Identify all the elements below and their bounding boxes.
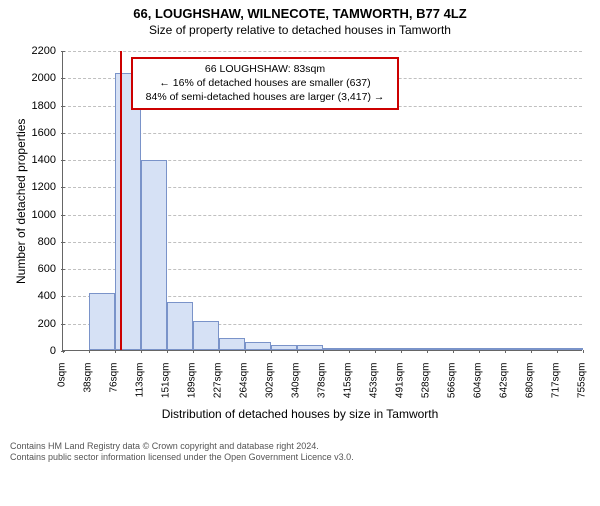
histogram-bar (427, 348, 453, 350)
y-tick-label: 400 (0, 290, 56, 302)
grid-line (63, 51, 582, 52)
histogram-bar (557, 348, 583, 350)
histogram-bar (219, 338, 244, 350)
x-tick-label: 264sqm (238, 363, 249, 413)
histogram-bar (245, 342, 271, 350)
x-tick-label: 491sqm (395, 363, 406, 413)
x-tick-label: 680sqm (525, 363, 536, 413)
grid-line (63, 133, 582, 134)
x-tick-label: 528sqm (420, 363, 431, 413)
footer-attribution: Contains HM Land Registry data © Crown c… (10, 441, 592, 464)
y-tick-label: 1000 (0, 209, 56, 221)
y-tick-label: 600 (0, 263, 56, 275)
histogram-bar (297, 345, 323, 350)
y-tick-label: 1600 (0, 127, 56, 139)
plot-area: 66 LOUGHSHAW: 83sqm← 16% of detached hou… (62, 51, 582, 351)
histogram-bar (141, 160, 167, 350)
y-tick-label: 2200 (0, 45, 56, 57)
property-marker-line (120, 51, 122, 350)
x-tick-label: 642sqm (499, 363, 510, 413)
y-tick-label: 200 (0, 318, 56, 330)
y-tick-label: 1200 (0, 181, 56, 193)
footer-line1: Contains HM Land Registry data © Crown c… (10, 441, 592, 452)
page-title: 66, LOUGHSHAW, WILNECOTE, TAMWORTH, B77 … (0, 6, 600, 21)
histogram-bar (89, 293, 115, 350)
x-tick-label: 151sqm (161, 363, 172, 413)
x-tick-label: 378sqm (317, 363, 328, 413)
x-tick-label: 453sqm (369, 363, 380, 413)
x-tick-label: 340sqm (291, 363, 302, 413)
y-tick-label: 0 (0, 345, 56, 357)
annotation-line: 84% of semi-detached houses are larger (… (139, 90, 391, 104)
histogram-bar (349, 348, 375, 350)
x-tick-label: 755sqm (577, 363, 588, 413)
histogram-bar (323, 348, 348, 350)
page-subtitle: Size of property relative to detached ho… (0, 23, 600, 37)
annotation-box: 66 LOUGHSHAW: 83sqm← 16% of detached hou… (131, 57, 399, 110)
histogram-bar (115, 73, 140, 350)
x-tick-label: 0sqm (57, 363, 68, 413)
x-tick-label: 76sqm (109, 363, 120, 413)
annotation-line: 66 LOUGHSHAW: 83sqm (139, 62, 391, 76)
x-tick-label: 113sqm (134, 363, 145, 413)
histogram-bar (375, 348, 401, 350)
histogram-bar (505, 348, 531, 350)
histogram-bar (193, 321, 219, 350)
histogram-bar (167, 302, 193, 350)
histogram-bar (401, 348, 426, 350)
x-tick-label: 227sqm (213, 363, 224, 413)
y-tick-label: 1400 (0, 154, 56, 166)
y-tick-label: 1800 (0, 100, 56, 112)
x-tick-label: 189sqm (187, 363, 198, 413)
histogram-bar (453, 348, 479, 350)
y-axis-label: Number of detached properties (14, 119, 28, 284)
y-tick-label: 2000 (0, 72, 56, 84)
x-tick-label: 566sqm (446, 363, 457, 413)
chart-container: Number of detached properties 66 LOUGHSH… (0, 41, 600, 441)
annotation-line: ← 16% of detached houses are smaller (63… (139, 76, 391, 90)
histogram-bar (531, 348, 556, 350)
histogram-bar (271, 345, 297, 350)
footer-line2: Contains public sector information licen… (10, 452, 592, 463)
x-tick-label: 415sqm (342, 363, 353, 413)
x-tick-label: 302sqm (265, 363, 276, 413)
y-tick-label: 800 (0, 236, 56, 248)
x-tick-label: 717sqm (550, 363, 561, 413)
x-tick-label: 38sqm (83, 363, 94, 413)
x-axis-label: Distribution of detached houses by size … (0, 407, 600, 421)
histogram-bar (479, 348, 505, 350)
x-tick-label: 604sqm (473, 363, 484, 413)
